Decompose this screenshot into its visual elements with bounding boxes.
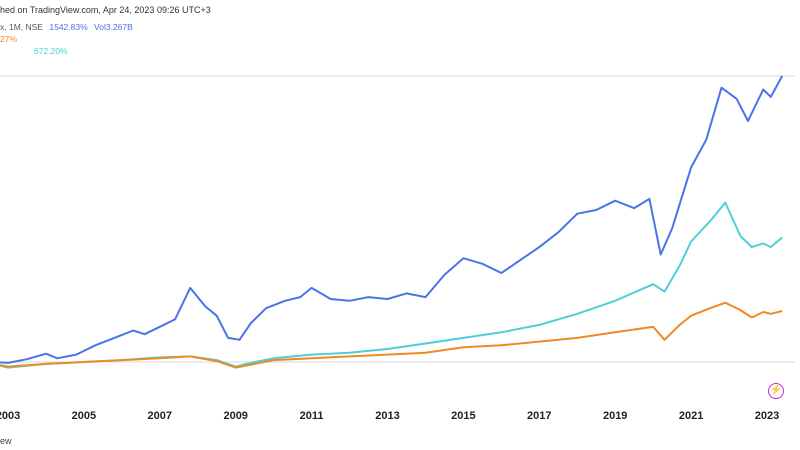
x-tick-label-2015: 2015 bbox=[451, 410, 475, 422]
x-tick-label-2007: 2007 bbox=[148, 410, 172, 422]
series-layer bbox=[0, 75, 784, 369]
x-tick-label-2009: 2009 bbox=[223, 410, 247, 422]
legend-series-2[interactable]: 27% bbox=[0, 34, 21, 44]
series-line-3[interactable] bbox=[0, 301, 783, 369]
chart-header: hed on TradingView.com, Apr 24, 2023 09:… bbox=[0, 0, 800, 60]
legend-series-1[interactable]: x, 1M, NSE 1542.83% Vol3.267B bbox=[0, 22, 137, 32]
x-tick-label-2019: 2019 bbox=[603, 410, 627, 422]
published-info: hed on TradingView.com, Apr 24, 2023 09:… bbox=[0, 5, 211, 15]
series-1-label: x, 1M, NSE bbox=[0, 22, 43, 32]
x-tick-label-2011: 2011 bbox=[300, 410, 324, 422]
series-1-percent: 1542.83% bbox=[49, 22, 88, 32]
x-tick-label-2017: 2017 bbox=[527, 410, 551, 422]
series-1-volume: Vol3.267B bbox=[94, 22, 133, 32]
x-tick-label-2023: 2023 bbox=[755, 410, 779, 422]
x-tick-label-2003: 2003 bbox=[0, 410, 20, 422]
series-line-2[interactable] bbox=[0, 201, 783, 369]
x-axis: 2003 2005 2007 2009 2011 2013 2015 2017 2019 2021… bbox=[0, 410, 779, 422]
x-tick-label-2013: 2013 bbox=[375, 410, 399, 422]
series-2-percent: 27% bbox=[0, 34, 18, 44]
legend-series-3[interactable]: 672.20% bbox=[0, 46, 72, 56]
x-tick-label-2021: 2021 bbox=[679, 410, 703, 422]
x-tick-label-2005: 2005 bbox=[72, 410, 96, 422]
series-3-percent: 672.20% bbox=[34, 46, 68, 56]
series-line-1[interactable] bbox=[0, 75, 784, 364]
lightning-bolt-icon[interactable]: ⚡ bbox=[768, 383, 784, 399]
footer-text: ew bbox=[0, 436, 12, 446]
